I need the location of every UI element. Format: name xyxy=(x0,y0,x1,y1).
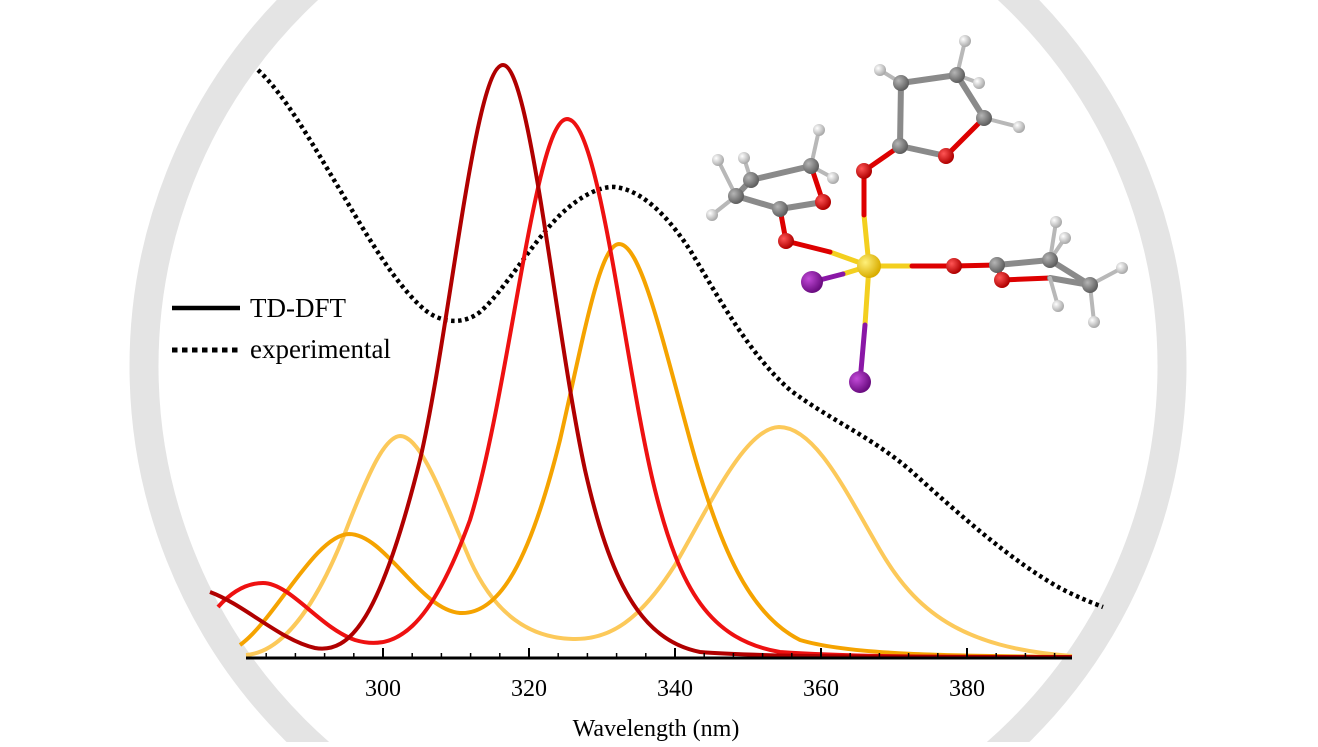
molecule-structure xyxy=(706,35,1128,393)
experimental-curve xyxy=(256,68,1104,610)
x-axis-title: Wavelength (nm) xyxy=(573,716,740,742)
tddft-curve-orange xyxy=(238,241,1073,659)
legend: TD-DFT experimental xyxy=(172,293,391,364)
background-ring xyxy=(129,0,1187,747)
tick-label-380: 380 xyxy=(949,676,985,702)
tick-label-340: 340 xyxy=(657,676,693,702)
tick-label-300: 300 xyxy=(365,676,401,702)
legend-label-experimental: experimental xyxy=(250,334,391,364)
legend-label-tddft: TD-DFT xyxy=(250,293,346,323)
tddft-curve-red xyxy=(216,116,1073,659)
tddft-curve-light-orange xyxy=(245,424,1073,658)
x-tick-labels: 300 320 340 360 380 xyxy=(365,676,985,702)
tddft-curve-dark-red xyxy=(209,62,1073,659)
x-axis xyxy=(246,648,1072,660)
tick-label-320: 320 xyxy=(511,676,547,702)
tick-label-360: 360 xyxy=(803,676,839,702)
